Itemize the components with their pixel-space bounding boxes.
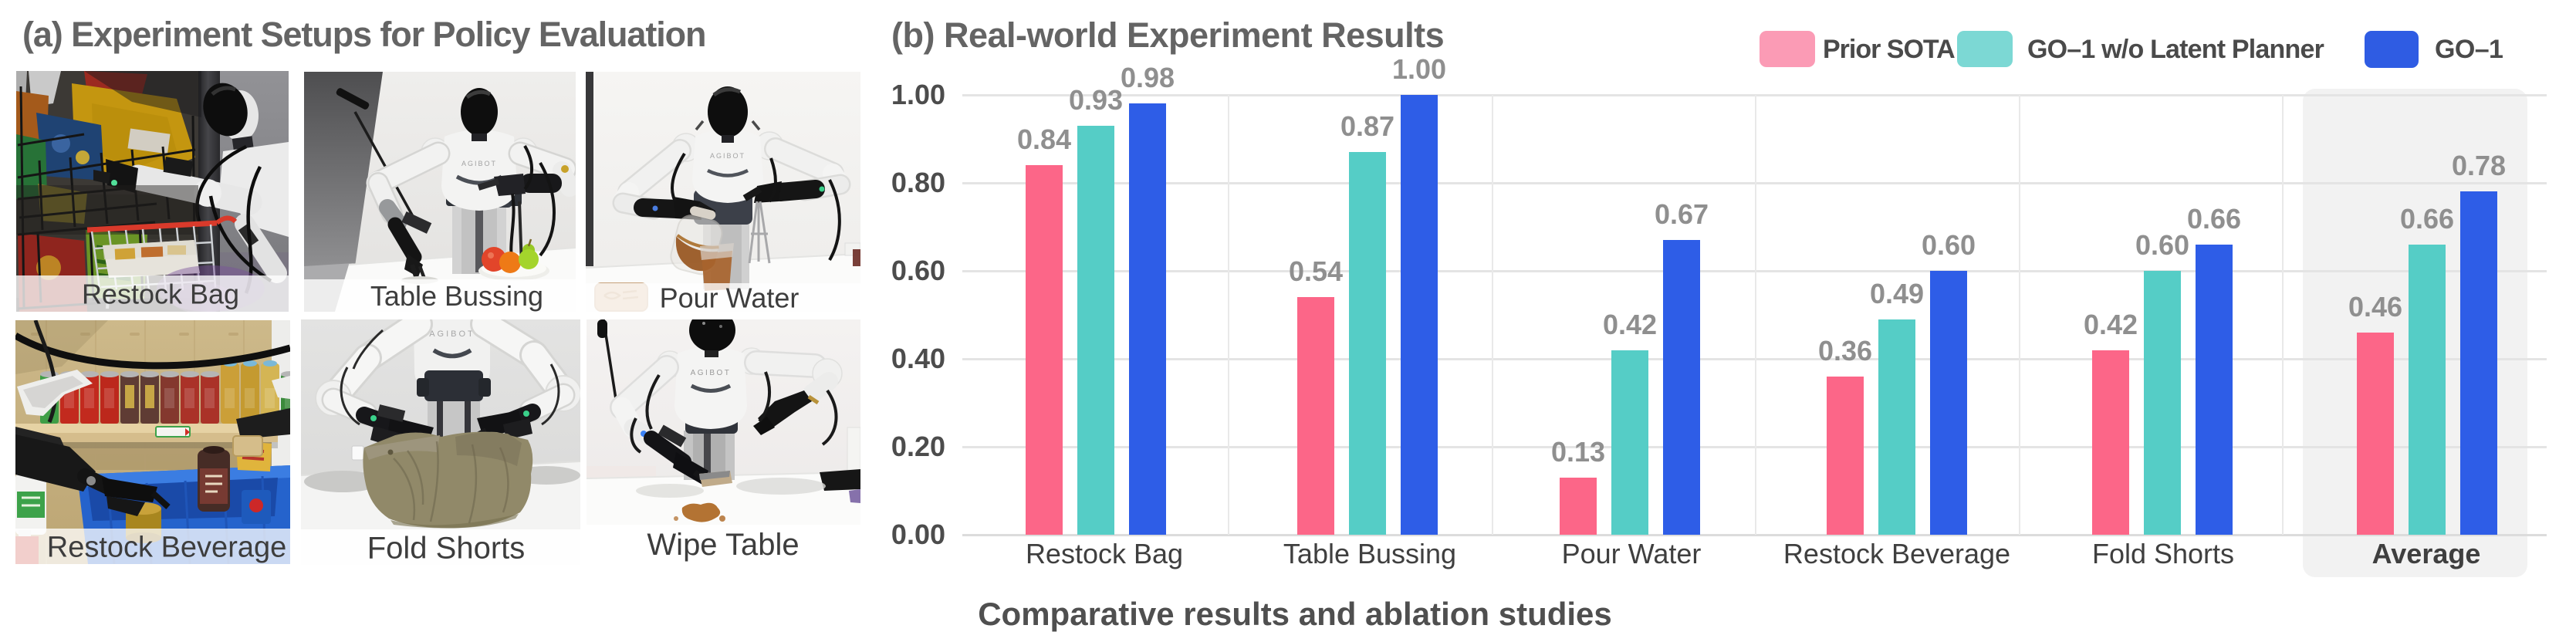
- svg-text:Wipe Table: Wipe Table: [647, 528, 799, 562]
- svg-text:AGIBOT: AGIBOT: [461, 160, 497, 167]
- svg-text:AGIBOT: AGIBOT: [691, 369, 732, 377]
- svg-text:Table Bussing: Table Bussing: [370, 280, 543, 312]
- svg-text:Fold Shorts: Fold Shorts: [367, 531, 526, 565]
- svg-text:AGIBOT: AGIBOT: [710, 152, 745, 160]
- svg-text:AGIBOT: AGIBOT: [429, 329, 475, 339]
- svg-text:Restock Beverage: Restock Beverage: [47, 532, 287, 564]
- svg-text:Restock Bag: Restock Bag: [82, 278, 239, 309]
- svg-text:Pour Water: Pour Water: [660, 282, 800, 312]
